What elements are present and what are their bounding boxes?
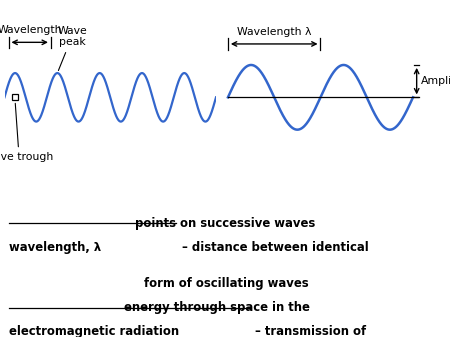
Text: – transmission of: – transmission of (251, 325, 366, 337)
Text: points on successive waves: points on successive waves (135, 217, 315, 230)
Text: form of oscillating waves: form of oscillating waves (144, 277, 309, 290)
Text: electromagnetic radiation: electromagnetic radiation (9, 325, 179, 337)
Text: Amplitude: Amplitude (421, 76, 450, 86)
Text: Wavelength: Wavelength (0, 25, 62, 35)
Text: Wave
peak: Wave peak (57, 26, 87, 70)
Text: – distance between identical: – distance between identical (178, 241, 369, 254)
Text: energy through space in the: energy through space in the (124, 301, 310, 314)
Text: Wave trough: Wave trough (0, 103, 54, 162)
Text: wavelength, λ: wavelength, λ (9, 241, 101, 254)
Text: Wavelength λ: Wavelength λ (237, 28, 311, 37)
